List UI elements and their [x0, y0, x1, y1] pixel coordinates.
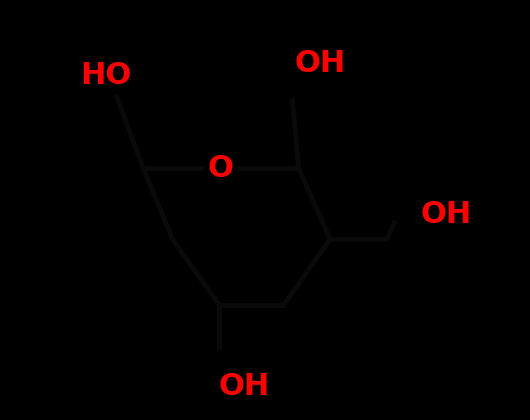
Text: OH: OH	[420, 200, 472, 229]
Text: OH: OH	[294, 48, 346, 78]
Text: O: O	[208, 153, 234, 183]
Text: OH: OH	[219, 372, 270, 401]
Text: HO: HO	[80, 61, 131, 90]
